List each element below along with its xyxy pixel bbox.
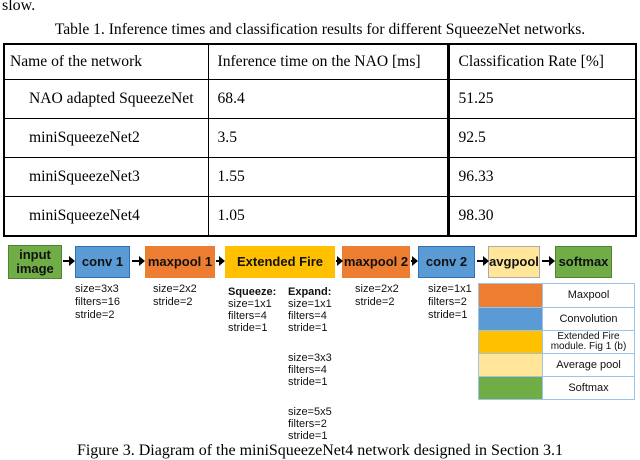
arrow-icon [477,256,489,266]
node-conv2: conv 2 [418,246,475,278]
table-cell: miniSqueezeNet4 [3,196,209,237]
conv1-params: size=3x3 filters=16 stride=2 [75,283,120,321]
node-input-image: input image [8,245,62,279]
table-cell: 1.05 [207,196,449,237]
convolution-swatch [479,308,543,330]
extended-fire-swatch [479,331,543,353]
results-table: Name of the network Inference time on th… [3,43,637,237]
table-row: miniSqueezeNet3 1.55 96.33 [3,157,637,197]
node-extended-fire: Extended Fire [225,246,335,278]
table-header-name: Name of the network [3,43,209,80]
maxpool1-params: size=2x2 stride=2 [153,283,197,308]
maxpool-swatch [479,284,543,307]
table-cell: 96.33 [446,157,637,197]
arrow-icon [132,256,145,266]
table-cell: miniSqueezeNet2 [3,118,209,158]
legend-label: Convolution [559,312,618,325]
legend: Maxpool Convolution Extended Fire module… [478,283,635,400]
table-cell: miniSqueezeNet3 [3,157,209,197]
legend-row: Extended Fire module. Fig 1 (b) [479,330,634,353]
table-cell: 1.55 [207,157,449,197]
legend-label: Extended Fire module. Fig 1 (b) [550,331,627,352]
table-header-inference-time: Inference time on the NAO [ms] [207,43,449,80]
table-cell: 92.5 [446,118,637,158]
legend-row: Softmax [479,376,634,399]
table-cell: 3.5 [207,118,449,158]
table-cell: 98.30 [446,196,637,237]
conv2-params: size=1x1 filters=2 stride=1 [428,283,472,321]
node-conv1: conv 1 [75,246,130,278]
expand-header: Expand: [288,286,332,298]
table-cell: 51.25 [446,79,637,119]
extfire-squeeze-params: Squeeze: size=1x1 filters=4 stride=1 [228,286,277,334]
node-softmax: softmax [555,246,612,278]
arrow-icon [63,256,75,266]
table-row: miniSqueezeNet2 3.5 92.5 [3,118,637,158]
table-caption: Table 1. Inference times and classificat… [54,21,586,38]
arrow-icon [411,256,418,266]
table-header-row: Name of the network Inference time on th… [3,43,637,80]
softmax-swatch [479,377,543,399]
arrow-icon [216,256,225,266]
squeeze-header: Squeeze: [228,286,277,298]
arrow-icon [542,256,555,266]
extfire-expand-params: Expand: size=1x1 filters=4 stride=1 size… [288,286,332,442]
maxpool2-params: size=2x2 stride=2 [355,283,399,308]
figure-caption: Figure 3. Diagram of the miniSqueezeNet4… [76,442,564,459]
legend-label: Softmax [568,381,609,394]
average-pool-swatch [479,354,543,376]
node-avgpool: avgpool [488,246,540,278]
table-cell: NAO adapted SqueezeNet [3,79,209,119]
legend-label: Maxpool [567,289,610,301]
table-cell: 68.4 [207,79,449,119]
legend-label: Average pool [556,358,621,371]
arrow-icon [336,256,343,266]
legend-row: Maxpool [479,284,634,307]
node-maxpool2: maxpool 2 [342,246,410,278]
paragraph-fragment: slow. [2,0,36,14]
table-header-classification-rate: Classification Rate [%] [446,43,637,80]
legend-row: Convolution [479,307,634,330]
node-maxpool1: maxpool 1 [145,246,215,278]
table-row: miniSqueezeNet4 1.05 98.30 [3,196,637,237]
legend-row: Average pool [479,353,634,376]
table-row: NAO adapted SqueezeNet 68.4 51.25 [3,79,637,119]
